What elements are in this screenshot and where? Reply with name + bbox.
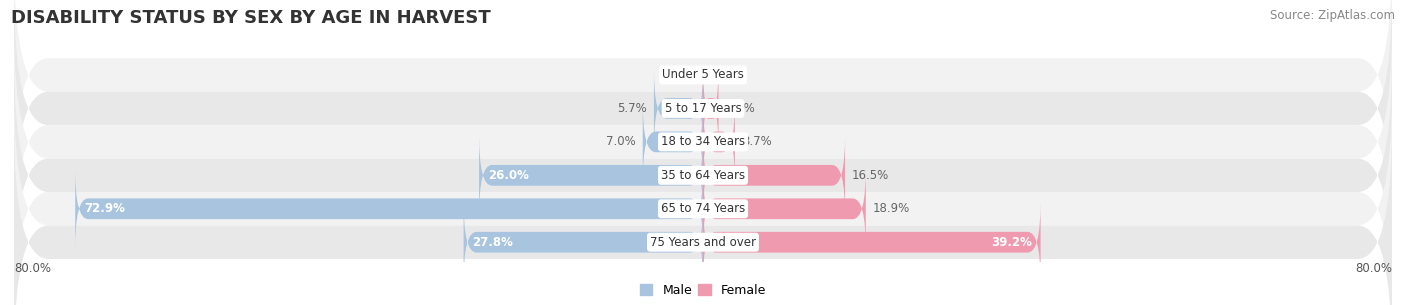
Text: 18.9%: 18.9% [873, 202, 910, 215]
FancyBboxPatch shape [14, 58, 1392, 292]
Text: Under 5 Years: Under 5 Years [662, 68, 744, 81]
FancyBboxPatch shape [703, 135, 845, 215]
FancyBboxPatch shape [703, 69, 718, 148]
Text: 72.9%: 72.9% [84, 202, 125, 215]
FancyBboxPatch shape [14, 125, 1392, 305]
FancyBboxPatch shape [643, 102, 703, 182]
Text: 26.0%: 26.0% [488, 169, 529, 182]
FancyBboxPatch shape [14, 0, 1392, 192]
Text: 80.0%: 80.0% [1355, 262, 1392, 275]
FancyBboxPatch shape [75, 169, 703, 249]
FancyBboxPatch shape [703, 203, 1040, 282]
Text: 80.0%: 80.0% [14, 262, 51, 275]
Text: 35 to 64 Years: 35 to 64 Years [661, 169, 745, 182]
Text: DISABILITY STATUS BY SEX BY AGE IN HARVEST: DISABILITY STATUS BY SEX BY AGE IN HARVE… [11, 9, 491, 27]
Text: Source: ZipAtlas.com: Source: ZipAtlas.com [1270, 9, 1395, 22]
FancyBboxPatch shape [464, 203, 703, 282]
Text: 27.8%: 27.8% [472, 236, 513, 249]
FancyBboxPatch shape [703, 169, 866, 249]
Text: 3.7%: 3.7% [742, 135, 772, 148]
Text: 39.2%: 39.2% [991, 236, 1032, 249]
Text: 18 to 34 Years: 18 to 34 Years [661, 135, 745, 148]
FancyBboxPatch shape [654, 69, 703, 148]
FancyBboxPatch shape [14, 92, 1392, 305]
FancyBboxPatch shape [14, 0, 1392, 225]
Text: 16.5%: 16.5% [852, 169, 889, 182]
FancyBboxPatch shape [703, 102, 735, 182]
Text: 0.0%: 0.0% [710, 68, 740, 81]
Text: 75 Years and over: 75 Years and over [650, 236, 756, 249]
Text: 7.0%: 7.0% [606, 135, 636, 148]
FancyBboxPatch shape [479, 135, 703, 215]
Legend: Male, Female: Male, Female [636, 279, 770, 302]
Text: 65 to 74 Years: 65 to 74 Years [661, 202, 745, 215]
FancyBboxPatch shape [14, 25, 1392, 259]
Text: 5 to 17 Years: 5 to 17 Years [665, 102, 741, 115]
Text: 5.7%: 5.7% [617, 102, 647, 115]
Text: 1.8%: 1.8% [725, 102, 755, 115]
Text: 0.0%: 0.0% [666, 68, 696, 81]
